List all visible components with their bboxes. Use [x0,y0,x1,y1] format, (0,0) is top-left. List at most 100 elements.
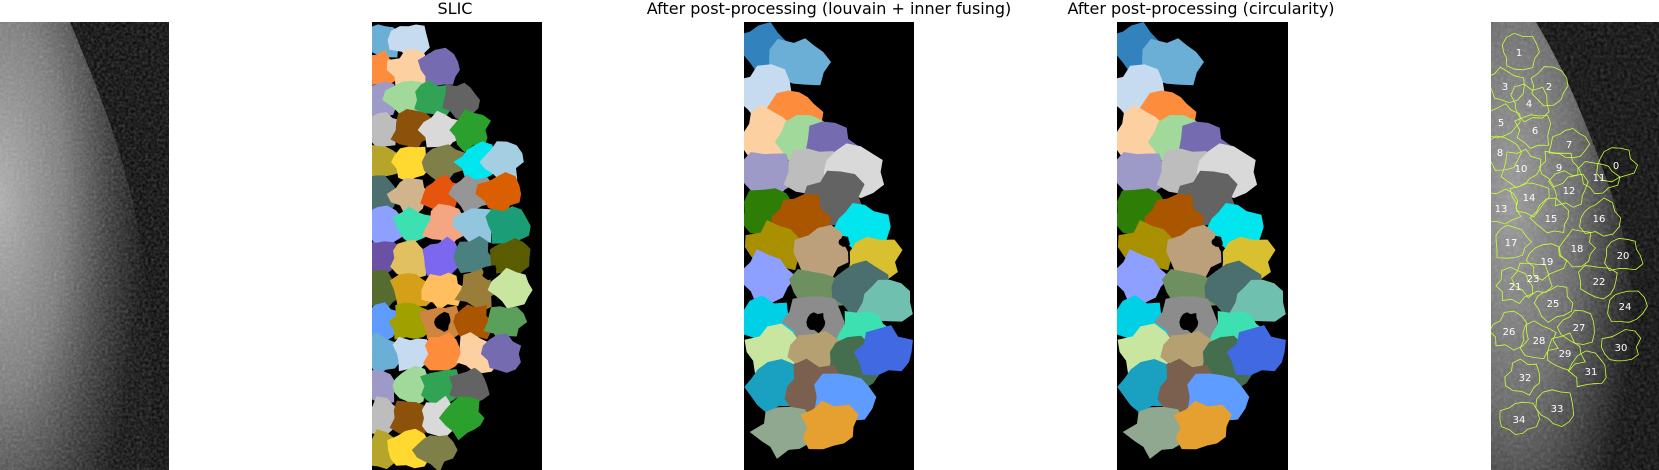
segment-label: 22 [1593,277,1606,288]
segment-label: 8 [1497,148,1503,159]
merged-segment [853,325,913,376]
segment-label: 32 [1519,373,1532,384]
slic-segment [411,435,458,470]
segment-outline [1500,148,1542,189]
segment-outline [1519,320,1559,360]
segment-outline [1514,114,1552,149]
segment-label: 19 [1541,257,1554,268]
segment-outline [1491,135,1523,171]
raw-image-panel [0,22,169,470]
segment-label: 9 [1556,163,1562,174]
segment-label: 16 [1593,214,1606,225]
segment-outline [1495,266,1534,305]
segment-label: 6 [1532,126,1538,137]
merged-segment [744,152,796,200]
merged-segment [749,406,813,459]
hole [806,312,826,334]
segment-label: 23 [1527,274,1540,285]
segment-outline [1495,224,1533,259]
slic-segment [420,174,463,212]
slic-segment [422,236,465,279]
segment-label: 18 [1571,244,1584,255]
slic-segment [386,178,433,216]
hole [1179,312,1199,334]
segment-outline [1530,66,1569,107]
segment-label: 3 [1502,82,1508,93]
segment-outline [1509,182,1550,218]
segment-outline [1546,332,1586,371]
raw-image [0,22,169,470]
segment-label: 1 [1516,48,1522,59]
segment-label: 34 [1513,415,1526,426]
slic-segmentation [372,24,533,470]
segment-outline [1529,197,1569,234]
segment-label: 0 [1613,161,1619,172]
slic-segment [387,24,430,58]
segment-outline [1556,309,1595,345]
slic-segment [453,141,498,181]
segment-label: 17 [1505,238,1518,249]
panel-title-slic: SLIC [437,0,473,18]
slic-segment [390,239,436,279]
slic-segment [449,367,490,404]
hole [1211,235,1223,247]
segment-label: 12 [1563,186,1576,197]
slic-segment [453,304,493,340]
segment-label: 7 [1566,140,1572,151]
slic-segment [372,50,401,86]
segment-outline [1548,128,1591,159]
segment-outline [1491,103,1521,139]
segment-outline [1510,83,1550,123]
merged-segment [793,224,849,280]
hole [434,311,451,332]
segment-label: 13 [1495,204,1508,215]
segment-outline [1499,401,1540,435]
segment-outline [1538,150,1579,188]
segment-label: 2 [1546,82,1552,93]
slic-segment [421,144,469,183]
segment-outline [1578,264,1618,300]
slic-segment [438,396,485,441]
segment-label: 10 [1515,164,1528,175]
segment-outline [1604,237,1644,271]
segment-outline [1501,32,1540,71]
segment-outline [1533,285,1574,324]
circularity-segmentation [1117,22,1286,459]
segment-outline [1578,160,1621,195]
louvain-panel [744,22,914,470]
segment-label: 27 [1573,323,1586,334]
slic-panel [372,22,542,470]
louvain-segmentation [744,22,913,459]
hole [838,235,850,247]
segment-outline [1504,358,1541,396]
merged-segment [1117,249,1170,306]
merged-segment [1173,400,1232,450]
slic-segment [392,365,429,406]
segment-label: 14 [1523,193,1536,204]
slic-segment [422,203,465,249]
slic-segment [487,267,533,309]
segment-outline [1525,243,1568,281]
segment-label: 26 [1503,327,1516,338]
circularity-panel [1117,22,1288,470]
segment-outline [1548,170,1589,208]
segment-label: 15 [1545,214,1558,225]
slic-segment [479,141,524,183]
segment-outline [1491,310,1529,351]
slic-segment [483,306,528,342]
slic-segment [386,49,431,88]
merged-segment [744,249,797,306]
segment-label: 5 [1498,118,1504,129]
panel-title-louvain: After post-processing (louvain + inner f… [646,0,1012,18]
slic-segment [390,273,434,310]
segment-outline [1607,290,1648,323]
segment-outline [1511,262,1553,299]
segment-outline [1491,66,1525,104]
merged-segment [1166,224,1222,280]
segment-label: 21 [1509,282,1522,293]
labeled-overlay-panel: 0 1 2 3 4 5 6 7 8 9 10 11 12 13 14 15 16 17 18 19 20 21 22 23 24… [1491,22,1659,470]
slic-segment [480,333,522,373]
segment-label: 31 [1585,367,1598,378]
merged-segment [1187,373,1250,425]
